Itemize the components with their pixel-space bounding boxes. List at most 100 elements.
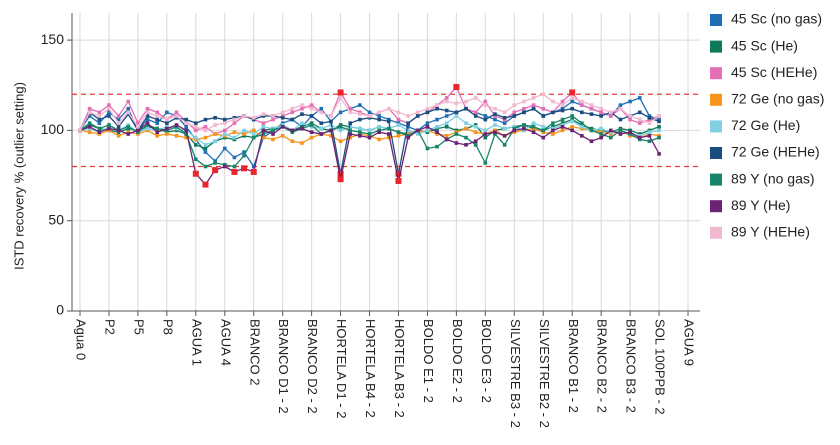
point — [300, 106, 304, 111]
point — [213, 139, 217, 144]
point — [290, 110, 295, 115]
point — [87, 123, 92, 127]
point — [174, 128, 179, 133]
point — [107, 128, 111, 133]
point — [464, 143, 468, 147]
point — [232, 164, 237, 169]
point — [107, 110, 111, 115]
point — [570, 96, 574, 100]
point — [377, 137, 381, 142]
point — [348, 124, 353, 129]
point — [126, 106, 131, 111]
point — [329, 128, 333, 133]
point — [329, 134, 333, 138]
point — [87, 106, 92, 111]
point — [599, 130, 603, 134]
point — [444, 134, 449, 138]
point — [222, 135, 227, 140]
point — [464, 126, 468, 131]
point — [647, 115, 652, 120]
x-tick-label: AGUA 1 — [189, 319, 204, 366]
point — [435, 144, 439, 149]
point — [531, 124, 536, 129]
point — [300, 103, 304, 107]
point — [261, 114, 266, 118]
point — [531, 130, 536, 134]
legend-swatch — [710, 67, 722, 80]
point — [329, 114, 333, 118]
point — [483, 135, 488, 140]
point — [155, 114, 160, 118]
point — [589, 139, 594, 144]
point — [637, 96, 642, 100]
point — [425, 128, 430, 133]
point — [454, 132, 459, 136]
x-tick-label: BOLDO E2 - 2 — [450, 319, 465, 403]
point — [145, 128, 150, 133]
point — [512, 130, 517, 134]
point — [396, 121, 401, 125]
point — [165, 128, 169, 133]
point — [203, 146, 208, 151]
point — [203, 164, 208, 169]
point — [107, 103, 111, 107]
x-tick-label: AGUA 4 — [218, 319, 233, 366]
point — [222, 132, 227, 136]
point — [174, 123, 179, 127]
legend-swatch — [710, 226, 722, 239]
point — [348, 106, 353, 111]
outlier-point — [212, 167, 219, 174]
point — [531, 121, 536, 125]
point — [406, 121, 410, 125]
point — [493, 132, 497, 136]
point — [329, 119, 333, 124]
point — [319, 126, 324, 131]
point — [290, 128, 295, 133]
point — [97, 114, 102, 118]
point — [107, 124, 111, 129]
point — [126, 124, 131, 129]
point — [628, 132, 632, 136]
point — [647, 114, 652, 118]
point — [87, 110, 92, 115]
point — [647, 121, 652, 125]
point — [473, 143, 478, 147]
point — [97, 121, 102, 125]
point — [194, 143, 198, 147]
point — [551, 121, 555, 125]
point — [107, 106, 111, 111]
point — [290, 130, 295, 134]
point — [560, 124, 565, 129]
point — [502, 110, 507, 115]
point — [522, 110, 526, 115]
point — [367, 134, 372, 138]
point — [551, 132, 555, 136]
point — [300, 124, 304, 129]
point — [657, 114, 661, 118]
point — [618, 132, 623, 136]
point — [599, 114, 603, 118]
point — [551, 110, 555, 115]
legend-label: 45 Sc (He) — [731, 37, 798, 53]
point — [415, 110, 420, 115]
point — [87, 124, 92, 129]
point — [464, 121, 468, 125]
point — [338, 96, 343, 100]
point — [174, 124, 179, 129]
point — [637, 121, 642, 125]
point — [251, 115, 256, 120]
point — [473, 110, 478, 115]
point — [415, 114, 420, 118]
point — [184, 128, 188, 133]
point — [425, 110, 430, 115]
point — [300, 121, 304, 125]
point — [271, 126, 275, 131]
point — [300, 141, 304, 145]
point — [213, 159, 217, 163]
point — [647, 132, 652, 136]
point — [338, 110, 343, 115]
point — [367, 132, 372, 136]
point — [87, 121, 92, 125]
point — [222, 121, 227, 125]
point — [194, 124, 198, 129]
